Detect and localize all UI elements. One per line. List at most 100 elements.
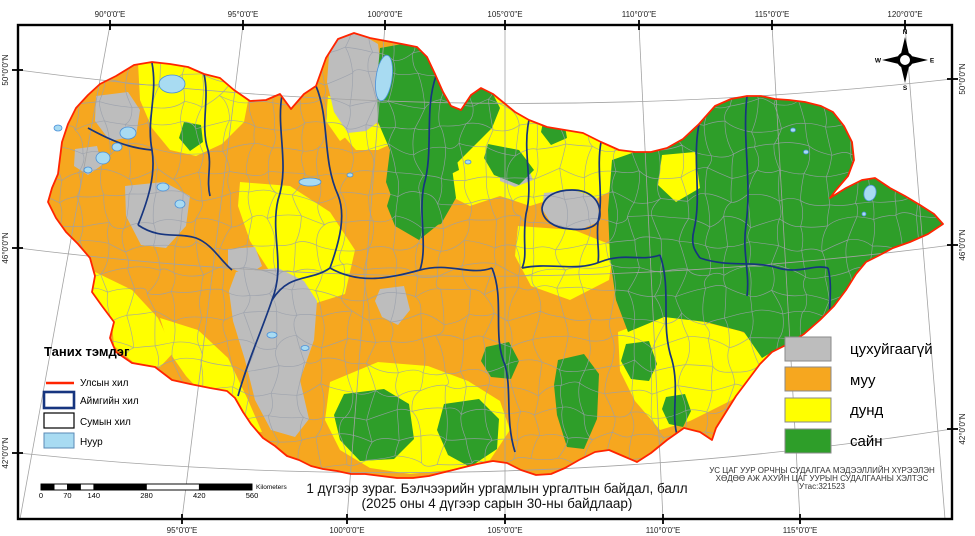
class-swatch-mid bbox=[784, 397, 832, 423]
aimag-border bbox=[315, 85, 343, 269]
meridian-label-top: 115°0'0"E bbox=[755, 10, 790, 19]
legend-label-lake: Нуур bbox=[80, 437, 103, 448]
aimag-borders bbox=[87, 62, 833, 453]
class-label-good: сайн bbox=[850, 433, 883, 450]
class-patch-good bbox=[334, 389, 414, 461]
legend-label-aimag-border: Аймгийн хил bbox=[80, 396, 139, 407]
scalebar-unit-label: Kilometers bbox=[256, 484, 287, 491]
class-patch-none bbox=[327, 33, 380, 133]
sum-border-swatch bbox=[43, 412, 75, 429]
borders-layer bbox=[47, 32, 944, 479]
country-border bbox=[47, 32, 944, 479]
class-label-bad: муу bbox=[850, 372, 876, 389]
lake bbox=[266, 331, 278, 339]
meridian-line bbox=[904, 25, 946, 519]
lake bbox=[375, 54, 393, 102]
scalebar-number: 140 bbox=[87, 491, 100, 500]
class-patch-good bbox=[424, 141, 459, 180]
aimag-border bbox=[271, 267, 331, 301]
class-patch-good bbox=[377, 44, 500, 230]
class-swatch-bad bbox=[784, 366, 832, 392]
class-patch-good bbox=[437, 399, 499, 467]
meridian-label-bottom: 95°0'0"E bbox=[167, 526, 198, 535]
class-patch-mid bbox=[658, 152, 700, 202]
meridian-line bbox=[181, 25, 244, 519]
meridian-label-bottom: 105°0'0"E bbox=[487, 526, 522, 535]
class-patch-good bbox=[621, 341, 657, 381]
aimag-border bbox=[137, 224, 233, 271]
compass-rose: N E S W bbox=[875, 29, 935, 92]
class-patch-mid bbox=[92, 272, 174, 367]
lake bbox=[300, 345, 310, 351]
class-patch-none bbox=[125, 182, 190, 248]
class-patch-none bbox=[375, 286, 410, 325]
lake bbox=[861, 211, 867, 217]
legend-label-sum-border: Сумын хил bbox=[80, 417, 131, 428]
class-label-none: цухуйгаагүй bbox=[850, 341, 933, 358]
compass-label-s: S bbox=[903, 85, 908, 92]
class-swatch-good bbox=[784, 428, 832, 454]
compass-label-n: N bbox=[903, 29, 908, 36]
capital-ring bbox=[541, 189, 601, 231]
map-title-line2: (2025 оны 4 дүгээр сарын 30-ны байдлаар) bbox=[362, 496, 633, 511]
lake bbox=[156, 182, 170, 192]
lake bbox=[298, 177, 322, 187]
meridian-label-top: 110°0'0"E bbox=[622, 10, 657, 19]
parallel-label-left: 42°0'0"N bbox=[1, 437, 10, 468]
credit-line1: УС ЦАГ УУР ОРЧНЫ СУДАЛГАА МЭДЭЭЛЛИЙН ХҮР… bbox=[709, 466, 935, 475]
lake bbox=[790, 127, 796, 133]
lake bbox=[863, 184, 877, 202]
lake bbox=[158, 74, 186, 94]
parallel-label-left: 50°0'0"N bbox=[1, 54, 10, 85]
scalebar-number: 560 bbox=[246, 491, 259, 500]
lake bbox=[174, 199, 186, 209]
credit-line3: Утас:321523 bbox=[799, 482, 846, 491]
meridian-line bbox=[346, 25, 386, 519]
meridian-line bbox=[19, 25, 111, 519]
credit-line2: ХӨДӨӨ АЖ АХУЙН ЦАГ УУРЫН СУДАЛГААНЫ ХЭЛТ… bbox=[716, 474, 929, 483]
lake bbox=[53, 124, 63, 132]
lake bbox=[346, 172, 354, 178]
class-label-mid: дунд bbox=[850, 402, 884, 419]
aimag-border bbox=[87, 127, 153, 151]
meridian-label-top: 120°0'0"E bbox=[887, 10, 922, 19]
lakes bbox=[53, 54, 877, 351]
aimag-border bbox=[491, 267, 516, 453]
scalebar-segment bbox=[40, 483, 55, 491]
aimag-border bbox=[419, 75, 437, 271]
scalebar-number: 70 bbox=[63, 491, 71, 500]
class-patch-good bbox=[387, 186, 439, 240]
scalebar-segment bbox=[53, 483, 68, 491]
lake bbox=[111, 142, 123, 152]
scalebar-number: 280 bbox=[140, 491, 153, 500]
aimag-border bbox=[203, 73, 211, 197]
lake bbox=[803, 149, 809, 155]
meridian-label-top: 95°0'0"E bbox=[228, 10, 259, 19]
class-patch-good bbox=[554, 354, 599, 449]
lake bbox=[95, 151, 111, 165]
compass-circle bbox=[897, 52, 913, 68]
parallel-label-right: 50°0'0"N bbox=[958, 63, 967, 94]
compass-label-e: E bbox=[930, 58, 935, 65]
scalebar-number: 420 bbox=[193, 491, 206, 500]
scalebar-outline bbox=[40, 483, 253, 491]
meridian-label-top: 100°0'0"E bbox=[367, 10, 402, 19]
aimag-border bbox=[659, 254, 679, 439]
parallel-label-right: 46°0'0"N bbox=[958, 229, 967, 260]
compass-label-w: W bbox=[875, 58, 882, 65]
legend-box: Таних тэмдэг Улсын хил Аймгийн хил Сумын… bbox=[42, 344, 139, 449]
scalebar-segment bbox=[80, 483, 95, 491]
meridian-label-top: 90°0'0"E bbox=[95, 10, 126, 19]
class-patch-good bbox=[179, 122, 203, 151]
aimag-border bbox=[521, 254, 661, 269]
aimag-border-swatch bbox=[42, 390, 76, 410]
map-title-line1: 1 дүгээр зураг. Бэлчээрийн ургамлын урга… bbox=[306, 481, 687, 496]
legend-label-state-border: Улсын хил bbox=[80, 378, 129, 389]
aimag-border bbox=[237, 94, 284, 397]
class-swatch-none bbox=[784, 336, 832, 362]
meridian-label-bottom: 115°0'0"E bbox=[783, 526, 818, 535]
class-legend: цухуйгаагүй муу дунд сайн bbox=[784, 336, 933, 454]
scalebar-segment bbox=[146, 483, 200, 491]
scalebar-segment bbox=[93, 483, 147, 491]
